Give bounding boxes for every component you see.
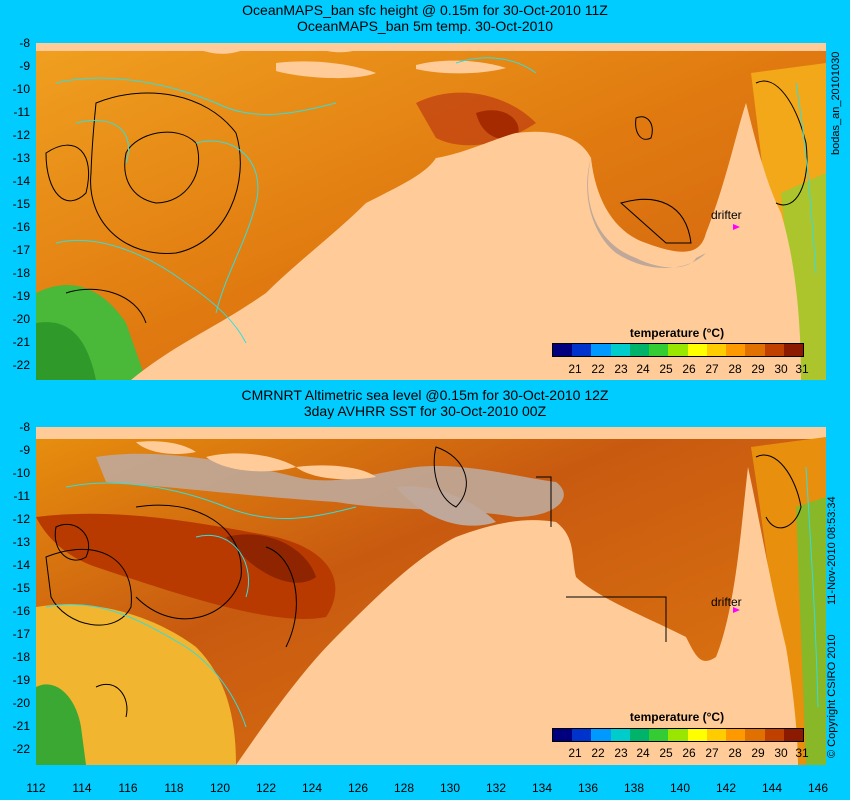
top-y-tick: -12 xyxy=(12,128,30,142)
top-cbar-tick: 30 xyxy=(774,362,788,376)
x-tick: 126 xyxy=(347,781,369,795)
x-tick: 142 xyxy=(715,781,737,795)
top-y-tick: -22 xyxy=(12,358,30,372)
x-tick: 114 xyxy=(72,781,92,795)
top-y-tick: -8 xyxy=(19,36,30,50)
top-map-panel xyxy=(36,43,826,380)
copyright-label: © Copyright CSIRO 2010 xyxy=(826,634,838,758)
bottom-y-tick: -17 xyxy=(12,627,30,641)
top-legend-title: temperature (°C) xyxy=(629,326,725,340)
top-colorbar xyxy=(552,343,804,357)
timestamp-label: 11-Nov-2010 08:53:34 xyxy=(826,496,838,605)
x-tick: 132 xyxy=(485,781,507,795)
x-tick: 134 xyxy=(531,781,553,795)
x-tick: 122 xyxy=(255,781,277,795)
bottom-cbar-tick: 27 xyxy=(705,746,719,760)
x-tick: 120 xyxy=(209,781,231,795)
top-y-tick: -9 xyxy=(19,59,30,73)
top-y-tick: -13 xyxy=(12,151,30,165)
top-cbar-tick: 27 xyxy=(705,362,719,376)
x-tick: 128 xyxy=(393,781,415,795)
top-y-tick: -20 xyxy=(12,312,30,326)
x-tick: 140 xyxy=(669,781,691,795)
bottom-y-tick: -14 xyxy=(12,558,30,572)
top-cbar-tick: 28 xyxy=(728,362,742,376)
bottom-y-tick: -9 xyxy=(19,443,30,457)
bottom-cbar-tick: 22 xyxy=(591,746,605,760)
x-tick: 146 xyxy=(807,781,829,795)
bottom-y-tick: -19 xyxy=(12,673,30,687)
bottom-cbar-tick: 28 xyxy=(728,746,742,760)
x-tick: 112 xyxy=(26,781,46,795)
bottom-y-tick: -10 xyxy=(12,466,30,480)
x-tick: 124 xyxy=(301,781,323,795)
bottom-y-tick: -22 xyxy=(12,742,30,756)
top-y-tick: -18 xyxy=(12,266,30,280)
bottom-cbar-tick: 25 xyxy=(659,746,673,760)
bottom-cbar-tick: 26 xyxy=(682,746,696,760)
x-tick: 118 xyxy=(164,781,184,795)
top-side-label: bodas_an_20101030 xyxy=(830,51,842,155)
top-cbar-tick: 26 xyxy=(682,362,696,376)
bottom-legend-title: temperature (°C) xyxy=(629,710,725,724)
top-y-tick: -21 xyxy=(12,335,30,349)
top-y-tick: -10 xyxy=(12,82,30,96)
bottom-cbar-tick: 29 xyxy=(751,746,765,760)
bottom-cbar-tick: 23 xyxy=(614,746,628,760)
top-title-line1: OceanMAPS_ban sfc height @ 0.15m for 30-… xyxy=(242,2,608,18)
top-title-line2: OceanMAPS_ban 5m temp. 30-Oct-2010 xyxy=(296,18,554,34)
bottom-y-tick: -20 xyxy=(12,696,30,710)
bottom-title-line1: CMRNRT Altimetric sea level @0.15m for 3… xyxy=(241,387,609,403)
bottom-y-tick: -18 xyxy=(12,650,30,664)
x-tick: 130 xyxy=(439,781,461,795)
bottom-y-tick: -8 xyxy=(19,420,30,434)
bottom-y-tick: -21 xyxy=(12,719,30,733)
top-cbar-tick: 22 xyxy=(591,362,605,376)
x-tick: 144 xyxy=(761,781,783,795)
bottom-cbar-tick: 21 xyxy=(568,746,582,760)
top-colorbar-ticks: 21 22 23 24 25 26 27 28 29 30 31 xyxy=(552,362,808,376)
bottom-drifter-marker xyxy=(733,607,740,613)
top-drifter-label: drifter xyxy=(711,208,742,222)
top-y-tick: -11 xyxy=(13,105,30,119)
bottom-cbar-tick: 31 xyxy=(795,746,809,760)
bottom-colorbar xyxy=(552,728,804,742)
bottom-y-tick: -13 xyxy=(12,535,30,549)
bottom-cbar-tick: 30 xyxy=(774,746,788,760)
top-cbar-tick: 23 xyxy=(614,362,628,376)
top-y-tick: -16 xyxy=(12,220,30,234)
bottom-colorbar-ticks: 21 22 23 24 25 26 27 28 29 30 31 xyxy=(552,746,808,760)
bottom-y-tick: -16 xyxy=(12,604,30,618)
top-y-tick: -19 xyxy=(12,289,30,303)
top-y-tick: -15 xyxy=(12,197,30,211)
top-cbar-tick: 25 xyxy=(659,362,673,376)
top-cbar-tick: 29 xyxy=(751,362,765,376)
bottom-drifter-label: drifter xyxy=(711,595,742,609)
top-cbar-tick: 31 xyxy=(795,362,809,376)
x-tick: 138 xyxy=(623,781,645,795)
x-tick: 136 xyxy=(577,781,599,795)
bottom-y-tick: -15 xyxy=(12,581,30,595)
top-cbar-tick: 21 xyxy=(568,362,582,376)
bottom-y-tick: -11 xyxy=(13,489,30,503)
bottom-cbar-tick: 24 xyxy=(636,746,650,760)
top-y-tick: -17 xyxy=(12,243,30,257)
bottom-map-panel xyxy=(36,427,826,765)
top-cbar-tick: 24 xyxy=(636,362,650,376)
bottom-title-line2: 3day AVHRR SST for 30-Oct-2010 00Z xyxy=(303,403,547,419)
top-y-tick: -14 xyxy=(12,174,30,188)
x-tick: 116 xyxy=(118,781,138,795)
top-drifter-marker xyxy=(733,224,740,230)
bottom-y-tick: -12 xyxy=(12,512,30,526)
